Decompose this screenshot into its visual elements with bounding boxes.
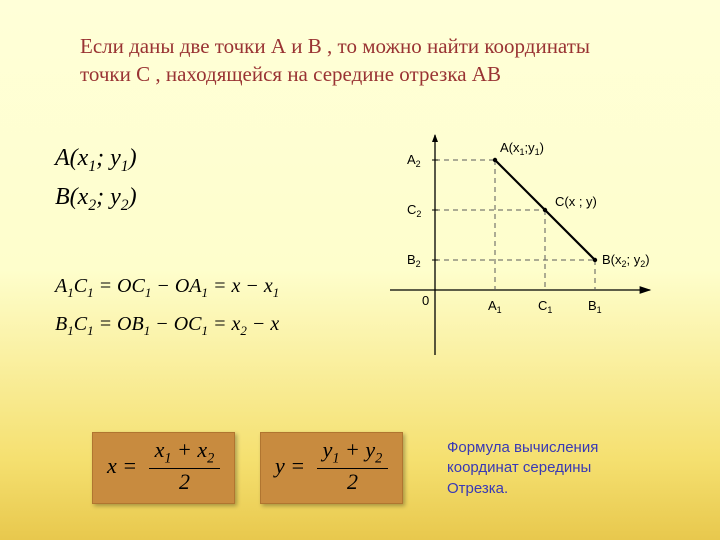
svg-text:0: 0 [422, 293, 429, 308]
formula-A: A(x1; y1) [55, 145, 279, 176]
formula-mid-y: y = y1 + y22 [260, 432, 403, 504]
page-title: Если даны две точки А и В , то можно най… [80, 32, 640, 89]
svg-text:А1: А1 [488, 298, 502, 315]
svg-text:А(x1;y1): А(x1;y1) [500, 140, 544, 157]
svg-text:В1: В1 [588, 298, 602, 315]
formula-caption: Формула вычислениякоординат серединыОтре… [447, 438, 598, 499]
svg-text:А2: А2 [407, 152, 421, 169]
svg-text:С1: С1 [538, 298, 552, 315]
left-formulas: A(x1; y1) B(x2; y2) A1C1 = OC1 − OA1 = x… [55, 145, 279, 339]
svg-text:В2: В2 [407, 252, 421, 269]
formula-B1C1: B1C1 = OB1 − OC1 = x2 − x [55, 313, 279, 339]
svg-text:С2: С2 [407, 202, 421, 219]
svg-text:В(x2; y2): В(x2; y2) [602, 252, 650, 269]
formula-B: B(x2; y2) [55, 184, 279, 215]
formula-mid-x: x = x1 + x22 [92, 432, 235, 504]
formula-A1C1: A1C1 = OC1 − OA1 = x − x1 [55, 275, 279, 301]
midpoint-diagram: А(x1;y1) С(x ; y) В(x2; y2) А2 С2 В2 А1 … [380, 130, 670, 390]
svg-text:С(x ; y): С(x ; y) [555, 194, 597, 209]
